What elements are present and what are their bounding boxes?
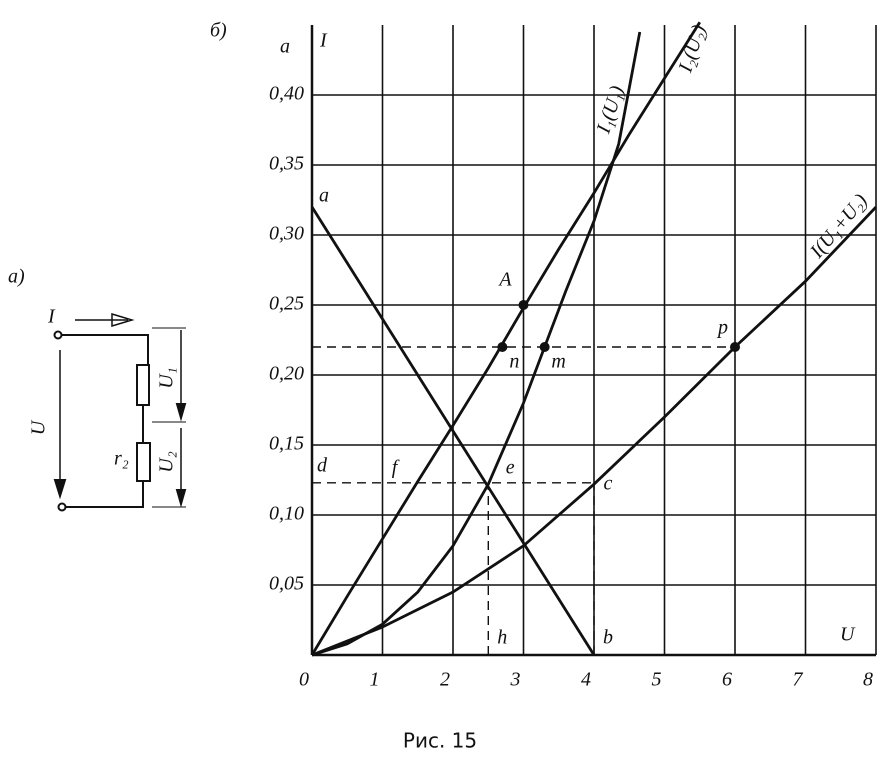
resistor-label: r₂	[114, 448, 129, 470]
curve	[311, 206, 878, 657]
x-tick-label: 2	[440, 669, 450, 691]
curve-label: I(U₁+U₂)	[805, 190, 872, 264]
curve	[311, 31, 642, 657]
y-tick-label: 0,20	[269, 363, 304, 385]
point-label: A	[497, 269, 512, 291]
curve-label: I₂(U₂)	[674, 22, 710, 76]
point-label: b	[603, 627, 613, 649]
x-tick-label: 3	[510, 669, 521, 691]
y-unit: а	[280, 36, 290, 58]
point-label: n	[509, 351, 519, 373]
u1-label: U₁	[156, 367, 178, 388]
x-tick-label: 1	[370, 669, 380, 691]
point	[539, 342, 550, 352]
y-axis-label: I	[319, 30, 328, 52]
y-tick-label: 0,40	[269, 83, 304, 105]
current-label: I	[47, 306, 56, 328]
wire	[66, 481, 144, 508]
x-tick-label: 4	[581, 669, 591, 691]
voltage-arrow-head	[53, 479, 67, 500]
point	[518, 300, 529, 310]
point-label: f	[392, 456, 400, 478]
point-label: c	[604, 472, 613, 494]
terminal	[57, 502, 67, 512]
curve	[310, 206, 596, 656]
point-label: m	[551, 351, 565, 373]
current-arrow-head	[111, 312, 135, 328]
panel-label: а)	[8, 266, 25, 288]
circuit	[53, 312, 187, 512]
u2-arrow-head	[175, 489, 187, 508]
curve-label: I₁(U₁)	[592, 83, 628, 137]
panel-label: б)	[210, 20, 227, 42]
resistor	[136, 442, 151, 482]
u2-label: U₂	[156, 451, 178, 472]
point	[497, 342, 508, 352]
y-tick-label: 0,15	[269, 433, 304, 455]
x-tick-label: 8	[863, 669, 873, 691]
y-tick-label: 0,35	[269, 153, 304, 175]
point-label: h	[497, 627, 507, 649]
point-label: d	[317, 454, 328, 476]
wire	[62, 334, 149, 365]
x-axis-label: U	[840, 624, 856, 646]
y-tick-label: 0,25	[269, 293, 304, 315]
curve	[310, 21, 701, 656]
point-label: a	[319, 185, 329, 207]
point	[730, 342, 740, 352]
x-tick-label: 7	[793, 669, 804, 691]
point-label: e	[506, 456, 515, 478]
y-tick-label: 0,10	[269, 503, 304, 525]
point-label: p	[716, 317, 728, 339]
x-tick-label: 5	[652, 669, 662, 691]
resistor	[136, 364, 150, 406]
u1-arrow-head	[175, 403, 187, 422]
y-tick-label: 0,05	[269, 573, 304, 595]
x-tick-label: 6	[722, 669, 732, 691]
voltage-label: U	[28, 419, 50, 435]
caption: Рис. 15	[403, 729, 477, 753]
terminal	[53, 330, 63, 340]
y-tick-label: 0,30	[269, 223, 304, 245]
x-tick-label: 0	[299, 669, 309, 691]
